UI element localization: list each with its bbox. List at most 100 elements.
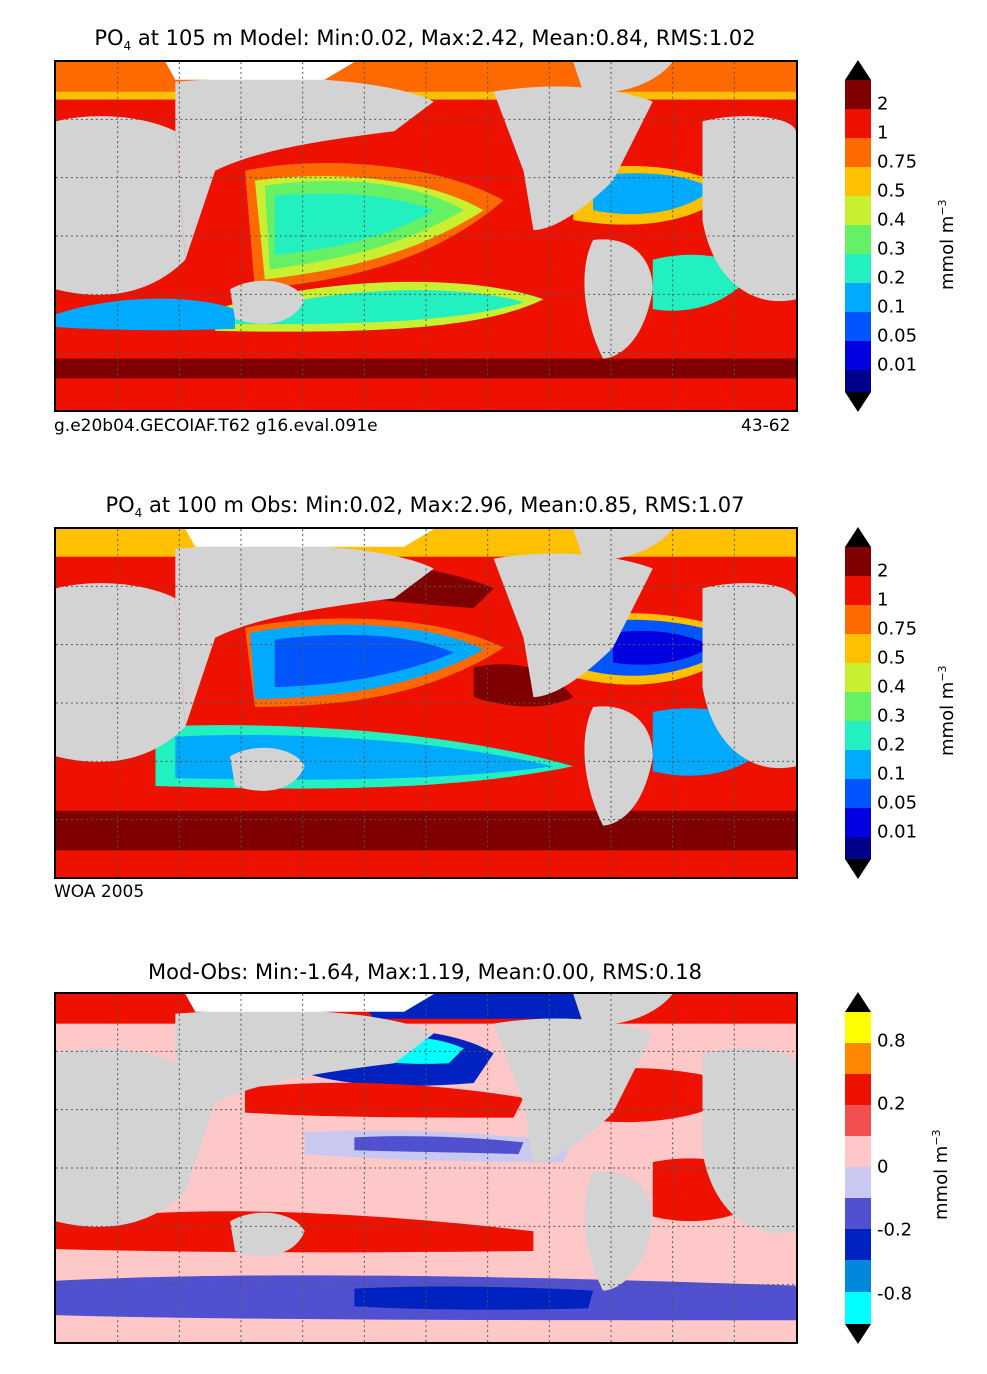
panel3-tick: 0.8 (877, 1030, 906, 1052)
land-greenland (573, 994, 673, 1025)
panel1-tick: 0.4 (877, 209, 906, 231)
panel1-tick: 0.1 (877, 296, 906, 318)
cb1-seg (845, 196, 871, 225)
panel3-unit-text: mmol m (931, 1145, 952, 1220)
panel1-title: PO4 at 105 m Model: Min:0.02, Max:2.42, … (0, 26, 850, 53)
panel3-tick: -0.8 (877, 1283, 913, 1305)
cb1-seg (845, 370, 871, 392)
panel1-unit-sup: −3 (936, 199, 949, 216)
pac-band-4 (274, 193, 434, 255)
cb1-seg (845, 341, 871, 370)
cb1-seg (845, 312, 871, 341)
cb1-seg (845, 138, 871, 167)
cb2-seg (845, 634, 871, 663)
panel1-title-prefix: PO (94, 26, 124, 50)
ice-arctic (185, 994, 434, 1012)
cb1-seg (845, 167, 871, 196)
panel2-tick: 0.2 (877, 734, 906, 756)
panel2-tick: 0.1 (877, 763, 906, 785)
grid-lines (56, 529, 796, 877)
natl-band-2 (593, 173, 713, 215)
cb2-seg (845, 547, 871, 576)
colorbar-top-arrow (845, 992, 871, 1012)
cb3-seg (845, 1198, 871, 1229)
panel1-tick: 0.05 (877, 325, 918, 347)
epac-dark (473, 664, 574, 707)
panel1-map (54, 60, 798, 412)
cb2-seg (845, 779, 871, 808)
land-africa-europe (702, 583, 796, 769)
npac-red (244, 1082, 524, 1118)
indian-band (56, 298, 236, 331)
land-eurasia-w (56, 1048, 186, 1227)
panel2-unit: mmol m−3 (936, 665, 958, 756)
cb1-seg (845, 80, 871, 109)
cb3-seg (845, 1167, 871, 1198)
cb2-seg (845, 576, 871, 605)
land-africa-europe (702, 1048, 796, 1234)
land-asia (175, 77, 434, 260)
panel2-unit-text: mmol m (937, 681, 958, 756)
panel2-colorbar-svg (845, 527, 871, 879)
panel3-colorbar (845, 992, 871, 1344)
panel3-map-svg (56, 994, 796, 1342)
cb3-seg (845, 1292, 871, 1324)
panel1-tick: 0.01 (877, 354, 918, 376)
cb2-seg (845, 721, 871, 750)
panel3-title: Mod-Obs: Min:-1.64, Max:1.19, Mean:0.00,… (0, 960, 850, 984)
cb1-seg (845, 109, 871, 138)
panel1-tick: 0.2 (877, 267, 906, 289)
panel3-unit: mmol m−3 (930, 1129, 952, 1220)
cb3-seg (845, 1229, 871, 1260)
colorbar-segments (845, 1012, 871, 1324)
land-greenland (573, 62, 673, 93)
land-namerica (493, 86, 653, 231)
cb3-seg (845, 1260, 871, 1292)
panel2-tick: 0.5 (877, 647, 906, 669)
land-australia (230, 747, 305, 791)
panel2-title-rest: at 100 m Obs: Min:0.02, Max:2.96, Mean:0… (142, 493, 745, 517)
cb3-seg (845, 1074, 871, 1105)
panel3-tick: 0.2 (877, 1093, 906, 1115)
panel1-tick: 0.5 (877, 180, 906, 202)
cb3-seg (845, 1043, 871, 1074)
pac-band-3 (274, 634, 454, 688)
panel3-tick: 0 (877, 1156, 889, 1178)
panel2-tick: 1 (877, 589, 889, 611)
colorbar-bottom-arrow (845, 392, 871, 412)
land-asia (175, 544, 434, 727)
panel1-unit: mmol m−3 (936, 199, 958, 290)
cb2-seg (845, 808, 871, 837)
colorbar-top-arrow (845, 527, 871, 547)
panel1-unit-text: mmol m (937, 215, 958, 290)
land-africa-europe (702, 116, 796, 302)
cb2-seg (845, 692, 871, 721)
panel2-tick: 0.75 (877, 618, 918, 640)
land-australia (230, 280, 305, 324)
land-asia (175, 1009, 434, 1192)
land-samerica (584, 239, 653, 359)
colorbar-top-arrow (845, 60, 871, 80)
land-eurasia-w (56, 116, 186, 295)
panel2-colorbar (845, 527, 871, 879)
cb1-seg (845, 225, 871, 254)
panel1-tick: 0.75 (877, 151, 918, 173)
natl-band-3 (612, 630, 713, 665)
cb2-seg (845, 663, 871, 692)
panel3-colorbar-svg (845, 992, 871, 1344)
panel2-tick: 0.4 (877, 676, 906, 698)
land-greenland (573, 529, 673, 560)
grid-lines (56, 62, 796, 410)
panel1-footer-right: 43-62 (741, 416, 791, 436)
cb1-seg (845, 254, 871, 283)
panel3-unit-sup: −3 (930, 1129, 943, 1146)
cb3-seg (845, 1105, 871, 1136)
spac-band-2 (235, 290, 524, 325)
land-eurasia-w (56, 583, 186, 762)
land-namerica (493, 553, 653, 698)
cb3-seg (845, 1012, 871, 1043)
cb2-seg (845, 837, 871, 859)
panel2-tick: 2 (877, 560, 889, 582)
panel1-title-rest: at 105 m Model: Min:0.02, Max:2.42, Mean… (131, 26, 756, 50)
panel2-title-sub: 4 (134, 506, 143, 521)
